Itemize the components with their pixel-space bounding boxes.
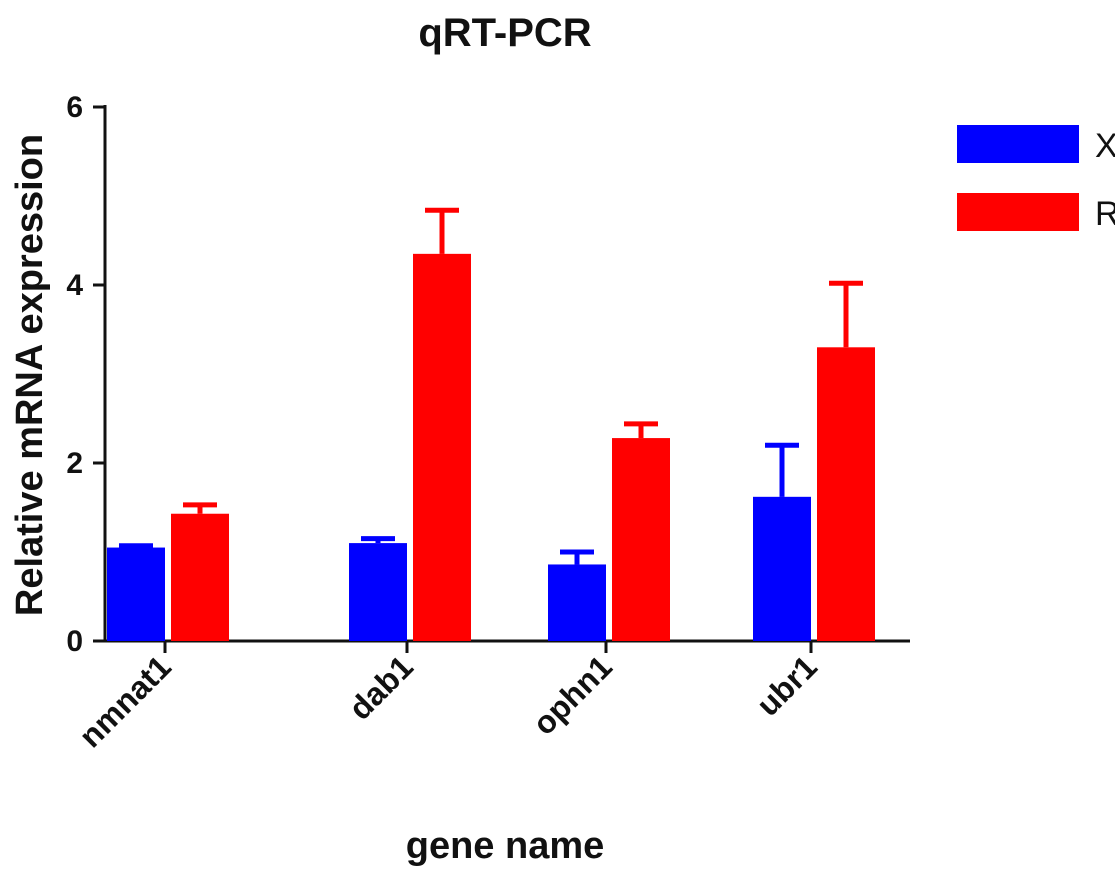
bar-xj-nmnat1 [107,547,165,641]
chart-title: qRT-PCR [418,11,591,55]
x-tick-label-dab1: dab1 [342,648,420,726]
bar-rq-ubr1 [817,347,875,641]
bar-xj-ophn1 [548,564,606,641]
x-tick-label-ubr1: ubr1 [749,648,823,722]
x-tick-label-ophn1: ophn1 [526,648,619,741]
bar-rq-dab1 [413,253,471,641]
plot-area: 0 2 4 6 nmnat1 dab1 ophn1 ubr1 [66,91,910,754]
legend-label-xj: XJ [1095,127,1115,165]
legend: XJ RQ [957,125,1115,233]
bar-xj-dab1 [349,543,407,641]
legend-swatch-rq [957,193,1079,231]
x-tick-label-nmnat1: nmnat1 [72,648,178,754]
y-tick-label-3: 6 [66,91,83,124]
bar-xj-ubr1 [753,496,811,641]
legend-swatch-xj [957,125,1079,163]
y-tick-label-0: 0 [66,625,83,658]
x-axis-label: gene name [406,825,605,867]
bar-rq-nmnat1 [171,513,229,641]
y-tick-label-2: 4 [66,269,83,302]
bar-rq-ophn1 [612,438,670,641]
y-axis-label: Relative mRNA expression [9,134,51,616]
y-tick-label-1: 2 [66,447,83,480]
legend-label-rq: RQ [1095,195,1115,233]
